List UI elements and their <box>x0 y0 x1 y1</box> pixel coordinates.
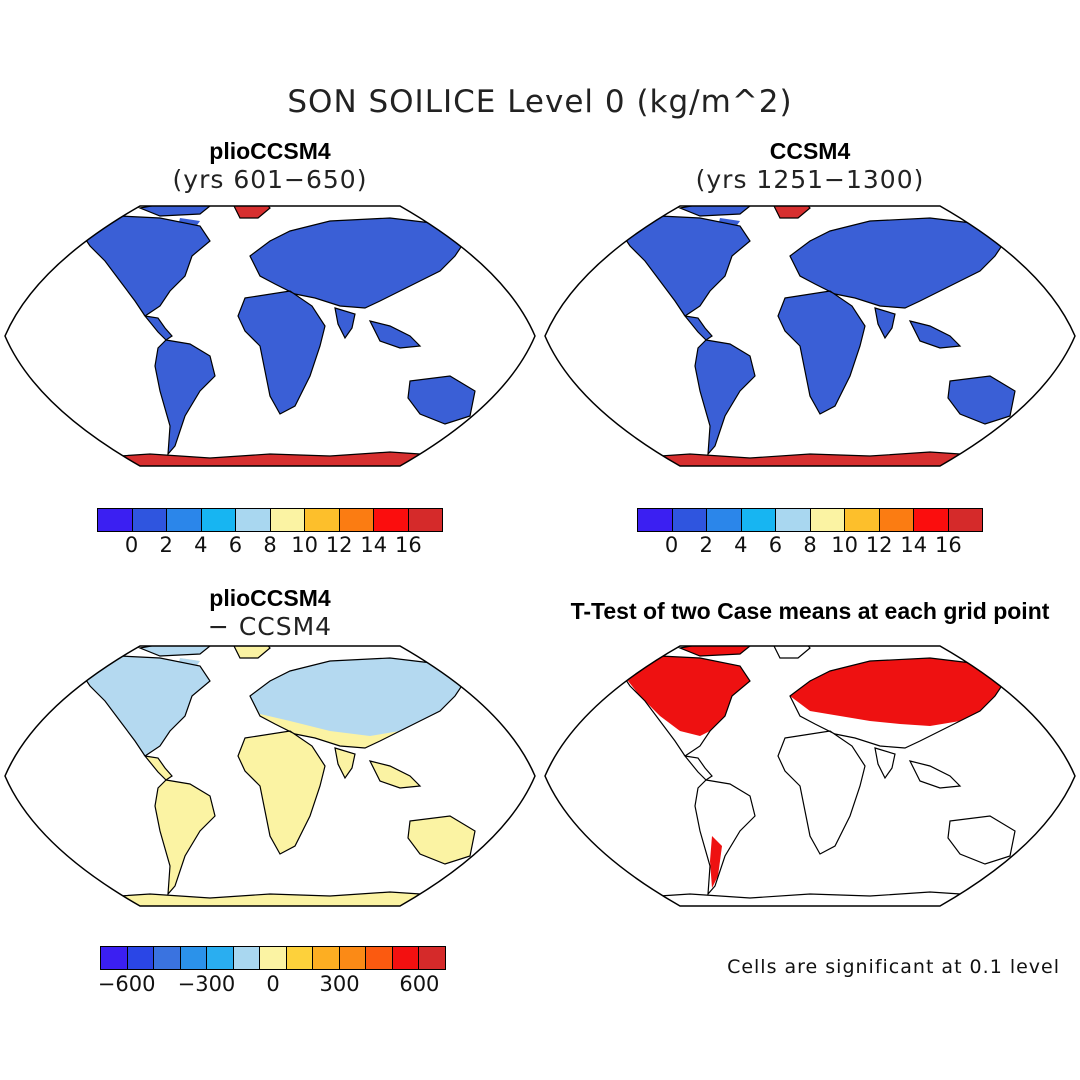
colorbar-swatch <box>154 947 181 969</box>
colorbar-swatch <box>374 509 409 531</box>
panel-title-line2: − CCSM4 <box>207 612 333 641</box>
colorbar-tick-label: 8 <box>803 533 817 557</box>
panel-title-line2: (yrs 601−650) <box>172 165 368 194</box>
panel-title-diff: plioCCSM4 − CCSM4 <box>70 585 470 641</box>
colorbar-swatch <box>270 509 305 531</box>
colorbar-tick-label: 4 <box>734 533 748 557</box>
colorbar-swatch <box>638 509 673 531</box>
colorbar-ticks-plio: 0 2 4 6 8 10 12 14 16 <box>97 533 443 559</box>
globe-border <box>4 645 536 907</box>
colorbar-swatch <box>672 509 707 531</box>
panel-title-plio: plioCCSM4 (yrs 601−650) <box>70 138 470 194</box>
colorbar-swatch <box>167 509 202 531</box>
colorbar-tick-label: −600 <box>97 972 156 996</box>
map-plio <box>4 205 536 467</box>
colorbar-tick-label: 2 <box>699 533 713 557</box>
globe-border <box>544 645 1076 907</box>
colorbar-tick-label: 10 <box>831 533 858 557</box>
colorbar-swatch <box>948 509 982 531</box>
colorbar-diff <box>100 946 446 970</box>
map-ttest <box>544 645 1076 907</box>
globe-border <box>4 205 536 467</box>
colorbar-tick-label: 6 <box>228 533 243 557</box>
colorbar-tick-label: 300 <box>319 972 360 996</box>
colorbar-swatch <box>879 509 914 531</box>
colorbar-tick-label: 16 <box>935 533 962 557</box>
colorbar-tick-label: 0 <box>266 972 280 996</box>
panel-title-ccsm: CCSM4 (yrs 1251−1300) <box>610 138 1010 194</box>
colorbar-tick-label: 4 <box>194 533 208 557</box>
colorbar-swatch <box>132 509 167 531</box>
colorbar-tick-label: 12 <box>865 533 893 557</box>
colorbar-swatch <box>236 509 271 531</box>
colorbar-ticks-ccsm: 0 2 4 6 8 10 12 14 16 <box>637 533 983 559</box>
colorbar-swatch <box>101 947 128 969</box>
colorbar-tick-label: 10 <box>291 533 318 557</box>
colorbar-swatch <box>914 509 949 531</box>
colorbar-tick-label: 0 <box>664 533 679 557</box>
colorbar-swatch <box>180 947 208 969</box>
colorbar-swatch <box>207 947 234 969</box>
colorbar-swatch <box>845 509 880 531</box>
colorbar-tick-label: 2 <box>159 533 173 557</box>
colorbar-swatch <box>313 947 340 969</box>
colorbar-tick-label: 8 <box>263 533 277 557</box>
colorbar-swatch <box>419 947 445 969</box>
map-diff <box>4 645 536 907</box>
colorbar-swatch <box>305 509 340 531</box>
colorbar-ccsm <box>637 508 983 532</box>
colorbar-swatch <box>339 947 367 969</box>
colorbar-tick-label: 600 <box>399 972 440 996</box>
colorbar-tick-label: −300 <box>177 972 236 996</box>
panel-title-line1: plioCCSM4 <box>209 138 331 164</box>
panel-title-line1: plioCCSM4 <box>209 585 331 611</box>
colorbar-swatch <box>408 509 442 531</box>
colorbar-swatch <box>810 509 845 531</box>
colorbar-plio <box>97 508 443 532</box>
colorbar-swatch <box>339 509 374 531</box>
north-negative-region <box>80 646 465 756</box>
colorbar-tick-label: 14 <box>360 533 388 557</box>
colorbar-swatch <box>233 947 261 969</box>
globe-border <box>544 205 1076 467</box>
colorbar-tick-label: 12 <box>325 533 353 557</box>
antarctica <box>590 452 1030 466</box>
colorbar-swatch <box>366 947 393 969</box>
colorbar-swatch <box>707 509 742 531</box>
panel-title-ttest: T-Test of two Case means at each grid po… <box>570 598 1050 624</box>
colorbar-tick-label: 0 <box>124 533 139 557</box>
colorbar-tick-label: 14 <box>900 533 928 557</box>
map-ccsm <box>544 205 1076 467</box>
footnote: Cells are significant at 0.1 level <box>727 956 1060 978</box>
colorbar-swatch <box>392 947 420 969</box>
colorbar-ticks-diff: −600 −300 0 300 600 <box>97 972 446 998</box>
antarctica <box>50 452 490 466</box>
antarctica <box>50 892 490 906</box>
colorbar-swatch <box>776 509 811 531</box>
colorbar-swatch <box>286 947 314 969</box>
colorbar-swatch <box>201 509 236 531</box>
colorbar-tick-label: 16 <box>395 533 422 557</box>
panel-title-line2: (yrs 1251−1300) <box>695 165 925 194</box>
colorbar-swatch <box>741 509 776 531</box>
colorbar-swatch <box>98 509 133 531</box>
colorbar-swatch <box>127 947 155 969</box>
colorbar-swatch <box>260 947 287 969</box>
main-title: SON SOILICE Level 0 (kg/m^2) <box>287 84 793 120</box>
panel-title-line1: CCSM4 <box>769 138 851 164</box>
colorbar-tick-label: 6 <box>768 533 783 557</box>
significant-cells <box>620 646 1005 888</box>
